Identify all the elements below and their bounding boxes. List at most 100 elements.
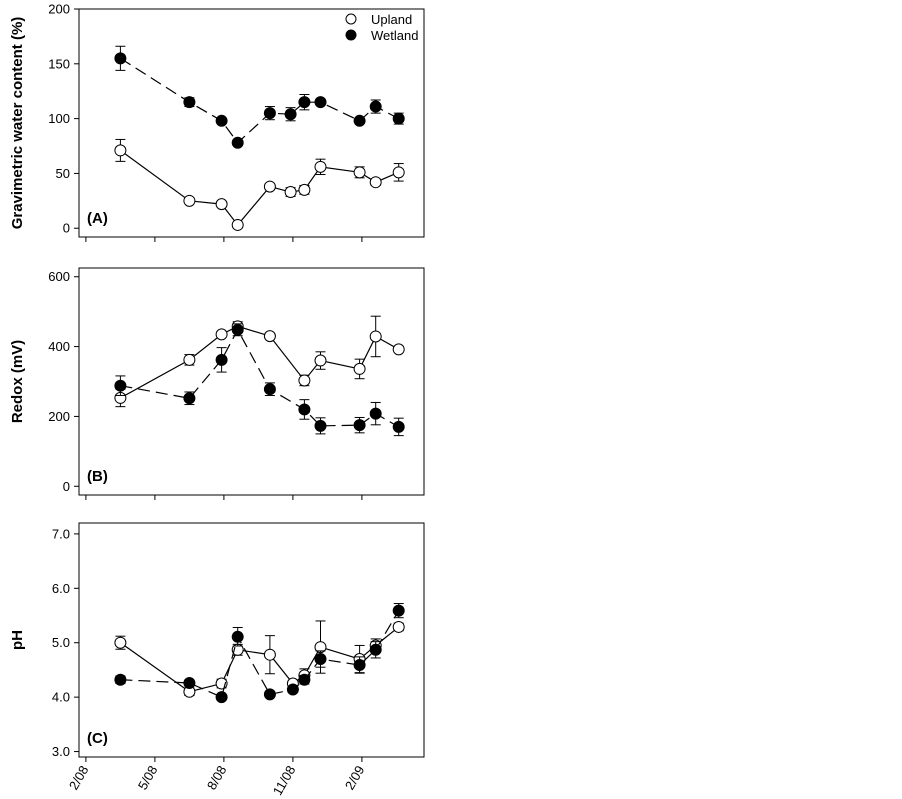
data-point [114, 52, 127, 65]
x-tick-label: 2/09 [342, 763, 368, 792]
data-point [392, 620, 405, 633]
data-point [369, 176, 382, 189]
plot-frame [78, 267, 425, 496]
data-point [298, 403, 311, 416]
data-point [231, 136, 244, 149]
data-point [183, 194, 196, 207]
y-axis-label: pH [9, 630, 26, 650]
x-tick-label: 2/08 [66, 763, 92, 792]
data-point [392, 112, 405, 125]
data-point [231, 630, 244, 643]
series-upland [114, 315, 405, 408]
data-point [392, 343, 405, 356]
data-point [231, 323, 244, 336]
y-tick-label: 400 [48, 339, 70, 354]
y-tick-label: 6.0 [52, 581, 70, 596]
y-tick-label: 150 [48, 56, 70, 71]
data-point [284, 108, 297, 121]
plot-frame [78, 8, 425, 238]
data-point [314, 419, 327, 432]
data-point [298, 673, 311, 686]
data-point [183, 392, 196, 405]
y-tick-label: 200 [48, 409, 70, 424]
series-line [120, 149, 399, 226]
data-point [263, 107, 276, 120]
data-point [231, 218, 244, 231]
data-point [263, 648, 276, 661]
data-point [183, 353, 196, 366]
legend: Upland Wetland [345, 12, 418, 43]
data-point [353, 166, 366, 179]
series-line [120, 328, 399, 428]
x-tick-label: 8/08 [204, 763, 230, 792]
series-line [120, 325, 399, 399]
data-point [183, 96, 196, 109]
series-wetland [114, 603, 405, 704]
data-point [263, 330, 276, 343]
data-point [215, 691, 228, 704]
y-tick-label: 50 [56, 166, 70, 181]
data-point [215, 353, 228, 366]
series-wetland [114, 45, 405, 149]
data-point [298, 183, 311, 196]
panel-label: (A) [87, 210, 108, 227]
y-tick-label: 0 [63, 221, 70, 236]
data-point [114, 379, 127, 392]
x-tick-label: 5/08 [135, 763, 161, 792]
data-point [215, 328, 228, 341]
data-point [286, 683, 299, 696]
series-upland [114, 620, 405, 698]
panel-3: 3.0 4.0 5.0 6.0 7.0 pH (C) [9, 522, 425, 762]
y-tick-label: 200 [48, 2, 70, 17]
data-point [392, 420, 405, 433]
panel-2: 0 200 400 600 Redox (mV) (B) [9, 267, 425, 500]
y-tick-label: 5.0 [52, 635, 70, 650]
data-point [392, 166, 405, 179]
series-wetland [114, 323, 405, 437]
data-point [369, 407, 382, 420]
data-point [369, 330, 382, 343]
data-point [114, 673, 127, 686]
data-point [314, 160, 327, 173]
legend-wetland-marker [345, 29, 357, 41]
legend-wetland-label: Wetland [371, 28, 418, 43]
data-point [114, 144, 127, 157]
data-point [314, 354, 327, 367]
legend-upland-marker [345, 13, 357, 25]
data-point [353, 419, 366, 432]
y-axis-label: Redox (mV) [9, 340, 26, 423]
plot-frame [78, 522, 425, 758]
panels-group: 0 50 100 150 200 Gravimetric water content (%… [9, 2, 425, 798]
data-point [215, 198, 228, 211]
y-axis-label: Gravimetric water content (%) [9, 17, 26, 230]
y-tick-label: 7.0 [52, 526, 70, 541]
data-point [369, 100, 382, 113]
data-point [314, 653, 327, 666]
series-line [120, 57, 399, 144]
x-tick-label: 11/08 [270, 763, 299, 798]
data-point [353, 114, 366, 127]
y-tick-label: 100 [48, 111, 70, 126]
data-point [263, 688, 276, 701]
legend-upland-label: Upland [371, 12, 412, 27]
data-point [263, 383, 276, 396]
panel-label: (B) [87, 468, 108, 485]
data-point [284, 186, 297, 199]
data-point [369, 643, 382, 656]
data-point [183, 676, 196, 689]
y-tick-label: 600 [48, 269, 70, 284]
series-upland [114, 138, 405, 231]
panel-1: 0 50 100 150 200 Gravimetric water content (%… [9, 2, 425, 242]
data-point [298, 374, 311, 387]
data-point [298, 96, 311, 109]
data-point [114, 636, 127, 649]
data-point [215, 114, 228, 127]
data-point [353, 362, 366, 375]
panel-label: (C) [87, 730, 108, 747]
y-tick-label: 3.0 [52, 744, 70, 759]
y-tick-label: 0 [63, 479, 70, 494]
data-point [353, 659, 366, 672]
data-point [263, 180, 276, 193]
data-point [314, 96, 327, 109]
